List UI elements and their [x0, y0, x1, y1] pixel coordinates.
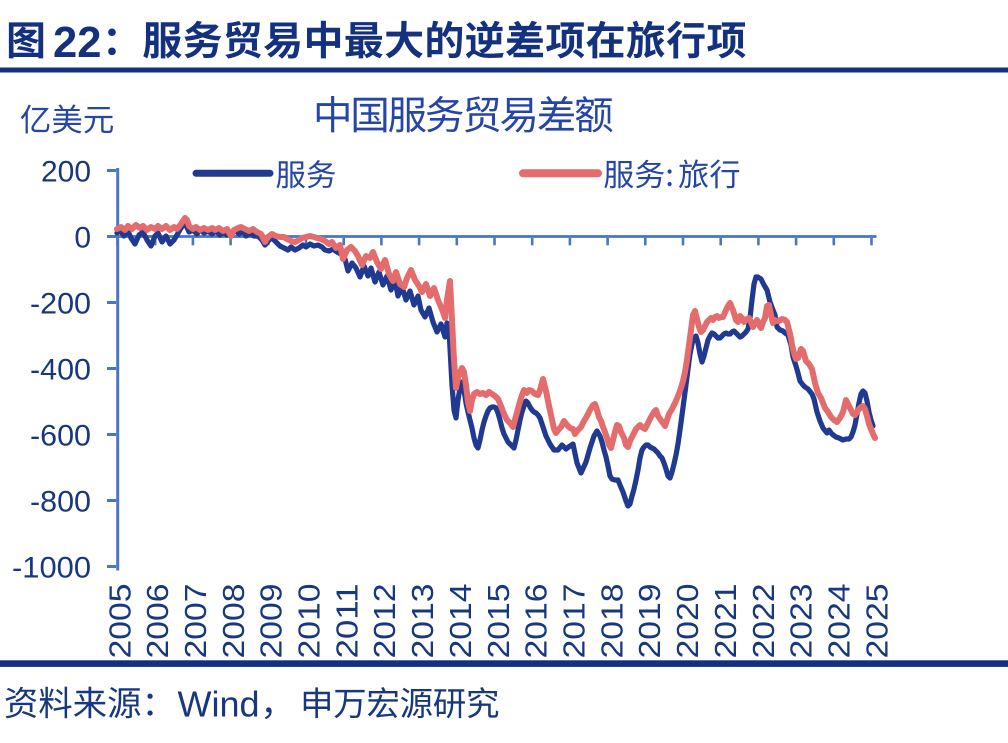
svg-text:-1000: -1000: [12, 552, 91, 585]
svg-text:2008: 2008: [217, 584, 251, 659]
svg-text:2018: 2018: [595, 584, 629, 659]
svg-text:2021: 2021: [709, 584, 743, 659]
svg-text:2010: 2010: [293, 584, 327, 659]
svg-text:-400: -400: [30, 354, 91, 387]
svg-text:2013: 2013: [406, 584, 440, 659]
svg-text:2005: 2005: [103, 584, 137, 659]
svg-text:2020: 2020: [671, 584, 705, 659]
svg-text:-200: -200: [30, 288, 91, 321]
svg-text:2011: 2011: [330, 584, 364, 659]
svg-text:2012: 2012: [368, 584, 402, 659]
svg-text:2023: 2023: [785, 584, 819, 659]
svg-text:Wind: Wind: [178, 684, 260, 725]
svg-text:22: 22: [53, 19, 101, 67]
svg-text:-600: -600: [30, 420, 91, 453]
svg-text:2009: 2009: [255, 584, 289, 659]
svg-text:2019: 2019: [633, 584, 667, 659]
svg-text:200: 200: [41, 156, 91, 189]
svg-text:2007: 2007: [179, 584, 213, 659]
svg-text:2024: 2024: [822, 583, 856, 658]
svg-text:-800: -800: [30, 486, 91, 519]
svg-text:0: 0: [74, 222, 91, 255]
svg-text:2016: 2016: [520, 584, 554, 659]
svg-text:2017: 2017: [558, 584, 592, 659]
svg-text:2014: 2014: [444, 583, 478, 658]
svg-text:2015: 2015: [482, 584, 516, 659]
svg-text:2025: 2025: [860, 584, 894, 659]
svg-text:2006: 2006: [141, 584, 175, 659]
svg-text:2022: 2022: [747, 584, 781, 659]
